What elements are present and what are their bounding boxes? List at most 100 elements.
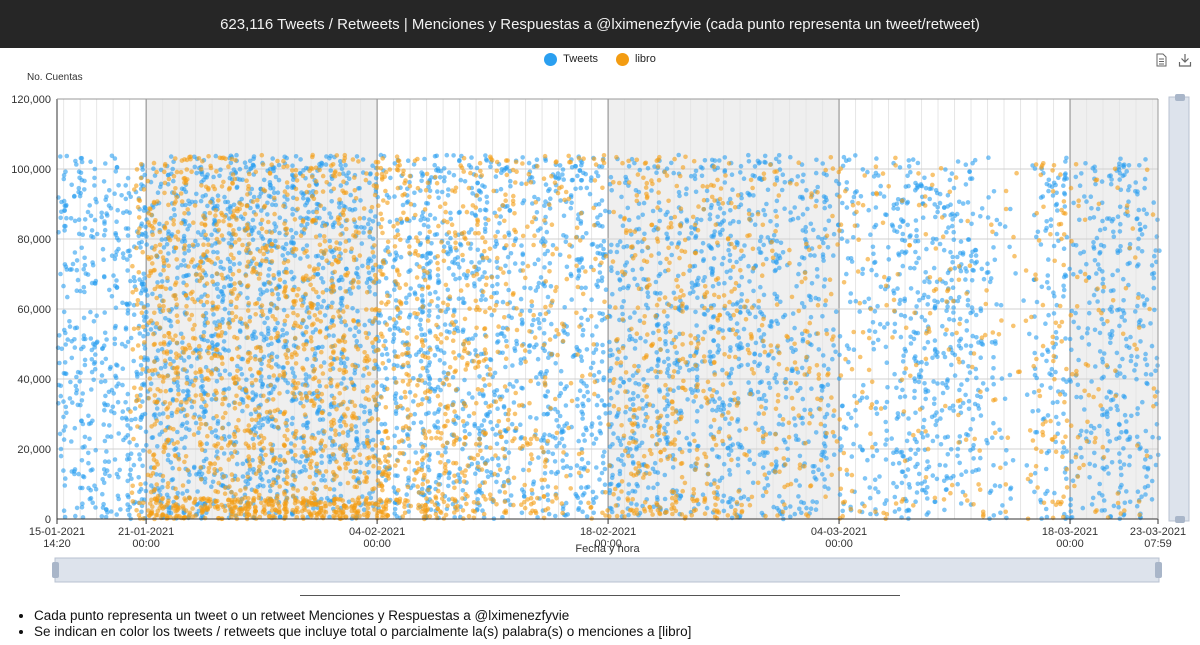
tweet-point xyxy=(259,384,265,390)
tweet-point xyxy=(578,485,584,490)
tweet-point xyxy=(892,371,897,377)
tweet-point xyxy=(700,240,706,246)
tweet-point xyxy=(597,477,602,482)
tweet-point xyxy=(63,342,68,347)
tweet-point xyxy=(1003,461,1008,466)
tweet-point xyxy=(731,218,736,224)
tweet-point xyxy=(758,234,764,240)
tweet-point xyxy=(563,500,569,506)
tweet-point xyxy=(908,286,914,291)
tweet-point xyxy=(820,353,826,358)
tweet-point xyxy=(951,310,956,315)
tweet-point xyxy=(164,242,170,247)
tweet-point xyxy=(112,283,118,289)
tweet-point xyxy=(634,502,639,507)
tweet-point xyxy=(354,154,360,159)
tweet-point xyxy=(913,218,919,223)
tweet-point xyxy=(790,311,796,316)
tweet-point xyxy=(215,281,220,287)
tweet-point xyxy=(655,470,661,475)
tweet-point xyxy=(250,390,255,395)
tweet-point xyxy=(442,175,447,180)
tweet-point xyxy=(442,361,447,366)
tweet-point xyxy=(626,512,631,518)
tweet-point xyxy=(892,509,898,514)
tweet-point xyxy=(466,413,472,419)
chart-title-bar: 623,116 Tweets / Retweets | Menciones y … xyxy=(0,0,1200,48)
tweet-point xyxy=(948,249,953,255)
tweet-point xyxy=(72,467,78,472)
data-view-icon[interactable] xyxy=(1154,53,1168,67)
tweet-point xyxy=(956,199,962,205)
tweet-point xyxy=(392,506,398,512)
tweet-point xyxy=(576,506,582,511)
tweet-point xyxy=(493,174,499,179)
tweet-point xyxy=(299,223,304,228)
tweet-point xyxy=(488,419,493,425)
tweet-point xyxy=(747,311,752,317)
tweet-point xyxy=(945,377,950,382)
tweet-point xyxy=(926,294,931,300)
tweet-point xyxy=(468,165,474,170)
tweet-point xyxy=(131,462,137,468)
tweet-point xyxy=(768,324,774,329)
tweet-point xyxy=(853,153,858,158)
tweet-point xyxy=(127,210,132,215)
tweet-point xyxy=(1032,489,1037,495)
tweet-point xyxy=(900,231,906,237)
tweet-point xyxy=(984,387,990,392)
tweet-point xyxy=(511,400,517,405)
tweet-point xyxy=(100,346,105,351)
tweet-point xyxy=(957,387,962,393)
tweet-point xyxy=(555,171,561,176)
tweet-point xyxy=(340,171,346,176)
tweet-point xyxy=(687,268,692,273)
tweet-point xyxy=(127,253,133,259)
tweet-point xyxy=(93,352,98,357)
tweet-point xyxy=(906,158,912,163)
tweet-point xyxy=(933,422,938,428)
tweet-point xyxy=(62,514,68,520)
tweet-point xyxy=(315,253,321,259)
tweet-point xyxy=(411,483,416,488)
tweet-point xyxy=(174,379,180,385)
tweet-point xyxy=(111,391,116,396)
tweet-point xyxy=(816,347,822,352)
download-icon[interactable] xyxy=(1178,53,1192,67)
tweet-point xyxy=(763,160,768,165)
tweet-point xyxy=(319,460,325,466)
legend-item-libro[interactable]: libro xyxy=(616,52,656,66)
tweet-point xyxy=(800,421,805,426)
tweet-point xyxy=(954,211,960,217)
tweet-point xyxy=(72,250,78,255)
tweet-point xyxy=(848,291,854,296)
tweet-point xyxy=(598,421,603,426)
tweet-point xyxy=(422,332,428,338)
tweet-point xyxy=(216,294,221,300)
tweet-point xyxy=(258,191,264,196)
tweet-point xyxy=(439,189,445,195)
tweet-point xyxy=(557,252,563,258)
tweet-point xyxy=(417,231,423,236)
tweet-point xyxy=(199,294,204,300)
tweet-point xyxy=(145,293,150,298)
tweet-point xyxy=(905,199,911,205)
tweet-point xyxy=(938,416,943,421)
tweet-point xyxy=(221,266,226,272)
legend-item-tweets[interactable]: Tweets xyxy=(544,52,598,66)
tweet-point xyxy=(412,291,418,297)
tweet-point xyxy=(159,237,165,242)
tweet-point xyxy=(546,511,552,517)
tweet-point xyxy=(894,447,899,452)
tweet-point xyxy=(812,475,818,480)
tweet-point xyxy=(771,504,776,510)
tweet-point xyxy=(251,466,256,472)
tweet-point xyxy=(579,358,585,364)
tweet-point xyxy=(313,327,319,332)
tweet-point xyxy=(158,184,163,190)
tweet-point xyxy=(677,365,683,371)
tweet-point xyxy=(435,296,441,301)
tweet-point xyxy=(289,269,294,275)
tweet-point xyxy=(112,410,117,416)
tweet-point xyxy=(92,360,98,365)
